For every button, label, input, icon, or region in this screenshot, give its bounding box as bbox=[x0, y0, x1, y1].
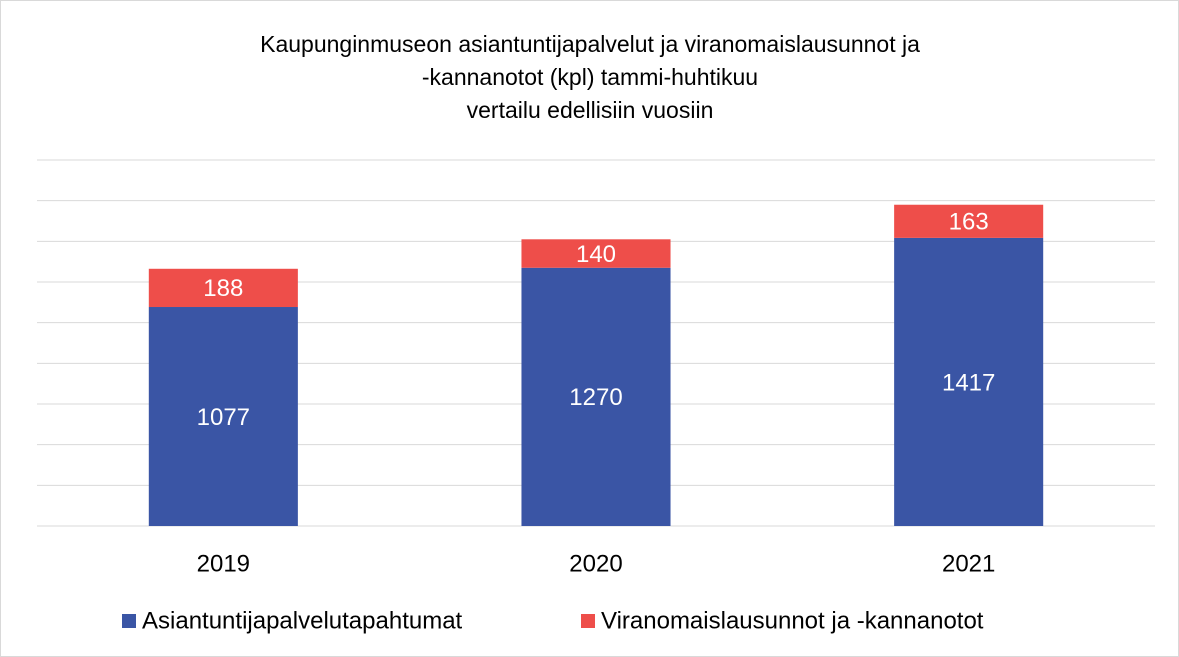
x-tick-label: 2021 bbox=[942, 550, 995, 577]
bar-segment bbox=[521, 239, 671, 268]
data-label: 140 bbox=[576, 241, 616, 268]
x-tick-label: 2019 bbox=[197, 550, 250, 577]
legend-label: Viranomaislausunnot ja -kannanotot bbox=[601, 607, 984, 634]
data-label: 1077 bbox=[197, 404, 250, 431]
data-label: 163 bbox=[949, 209, 989, 236]
data-label: 1270 bbox=[569, 384, 622, 411]
bar-segment bbox=[521, 267, 671, 526]
x-tick-label: 2020 bbox=[569, 550, 622, 577]
bar-segment bbox=[148, 268, 298, 308]
legend-label: Asiantuntijapalvelutapahtumat bbox=[142, 607, 463, 634]
data-label: 188 bbox=[203, 275, 243, 302]
chart-title: vertailu edellisiin vuosiin bbox=[467, 97, 714, 123]
bar-segment bbox=[894, 204, 1044, 238]
data-label: 1417 bbox=[942, 369, 995, 396]
chart-title: Kaupunginmuseon asiantuntijapalvelut ja … bbox=[260, 31, 920, 57]
bar-segment bbox=[894, 237, 1044, 527]
chart-title: -kannanotot (kpl) tammi-huhtikuu bbox=[422, 64, 758, 90]
bar-segment bbox=[148, 307, 298, 526]
legend-swatch bbox=[122, 614, 136, 628]
legend-swatch bbox=[581, 614, 595, 628]
